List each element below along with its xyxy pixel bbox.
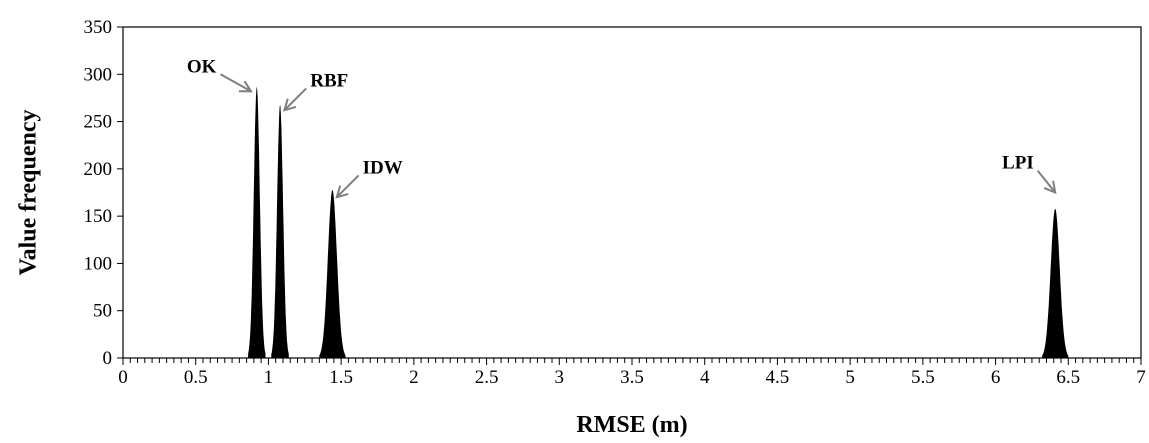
annotation-arrow: [1036, 170, 1056, 194]
annotations-layer: OK RBF IDW LPI: [187, 56, 1057, 199]
x-tick-label: 3: [555, 367, 565, 388]
x-tick-label: 5.5: [911, 367, 935, 388]
x-tick-label: 1: [264, 367, 274, 388]
annotation-label-lpi: LPI: [1002, 153, 1034, 174]
annotation-arrowhead: [335, 185, 349, 199]
annotation-label-idw: IDW: [363, 157, 403, 178]
peak-rbf: [271, 104, 289, 358]
x-tick-label: 6: [991, 367, 1001, 388]
annotation-arrowhead: [1043, 180, 1057, 195]
x-tick-label: 4: [700, 367, 710, 388]
peak-idw: [319, 189, 346, 358]
annotation-label-rbf: RBF: [310, 70, 348, 91]
peak-lpi: [1042, 208, 1069, 358]
annotation-arrowhead: [238, 80, 253, 93]
annotation-label-ok: OK: [187, 56, 217, 77]
annotation-arrow: [219, 73, 252, 93]
x-axis-title: RMSE (m): [576, 412, 687, 438]
y-tick-label: 150: [84, 206, 113, 227]
y-axis-title: Value frequency: [16, 109, 42, 275]
y-tick-labels: 0 50 100 150 200 250 300 350: [84, 17, 123, 369]
x-tick-label: 2: [409, 367, 419, 388]
y-tick-label: 0: [103, 348, 113, 369]
x-tick-label: 2.5: [475, 367, 499, 388]
x-tick-label: 3.5: [620, 367, 644, 388]
annotation-arrowhead: [282, 98, 297, 112]
y-tick-label: 350: [84, 17, 113, 38]
x-tick-label: 1.5: [329, 367, 353, 388]
x-tick-label: 6.5: [1056, 367, 1080, 388]
x-tick-labels: 0 0.5 1 1.5 2 2.5 3 3.5 4 4.5 5 5.5 6 6.5 7: [118, 367, 1146, 388]
y-tick-label: 100: [84, 253, 113, 274]
x-tick-label: 5: [845, 367, 855, 388]
y-tick-label: 50: [93, 301, 112, 322]
x-tick-label: 0.5: [184, 367, 208, 388]
peaks-layer: [248, 86, 1069, 358]
y-tick-label: 250: [84, 112, 113, 133]
y-tick-label: 300: [84, 64, 113, 85]
annotation-arrow: [336, 174, 360, 198]
x-tick-label: 0: [118, 367, 128, 388]
annotation-arrow: [283, 87, 307, 111]
x-tick-label: 4.5: [766, 367, 790, 388]
x-tick-label: 7: [1136, 367, 1146, 388]
y-tick-label: 200: [84, 159, 113, 180]
x-minor-ticks: [122, 358, 1142, 365]
peak-ok: [248, 86, 266, 358]
